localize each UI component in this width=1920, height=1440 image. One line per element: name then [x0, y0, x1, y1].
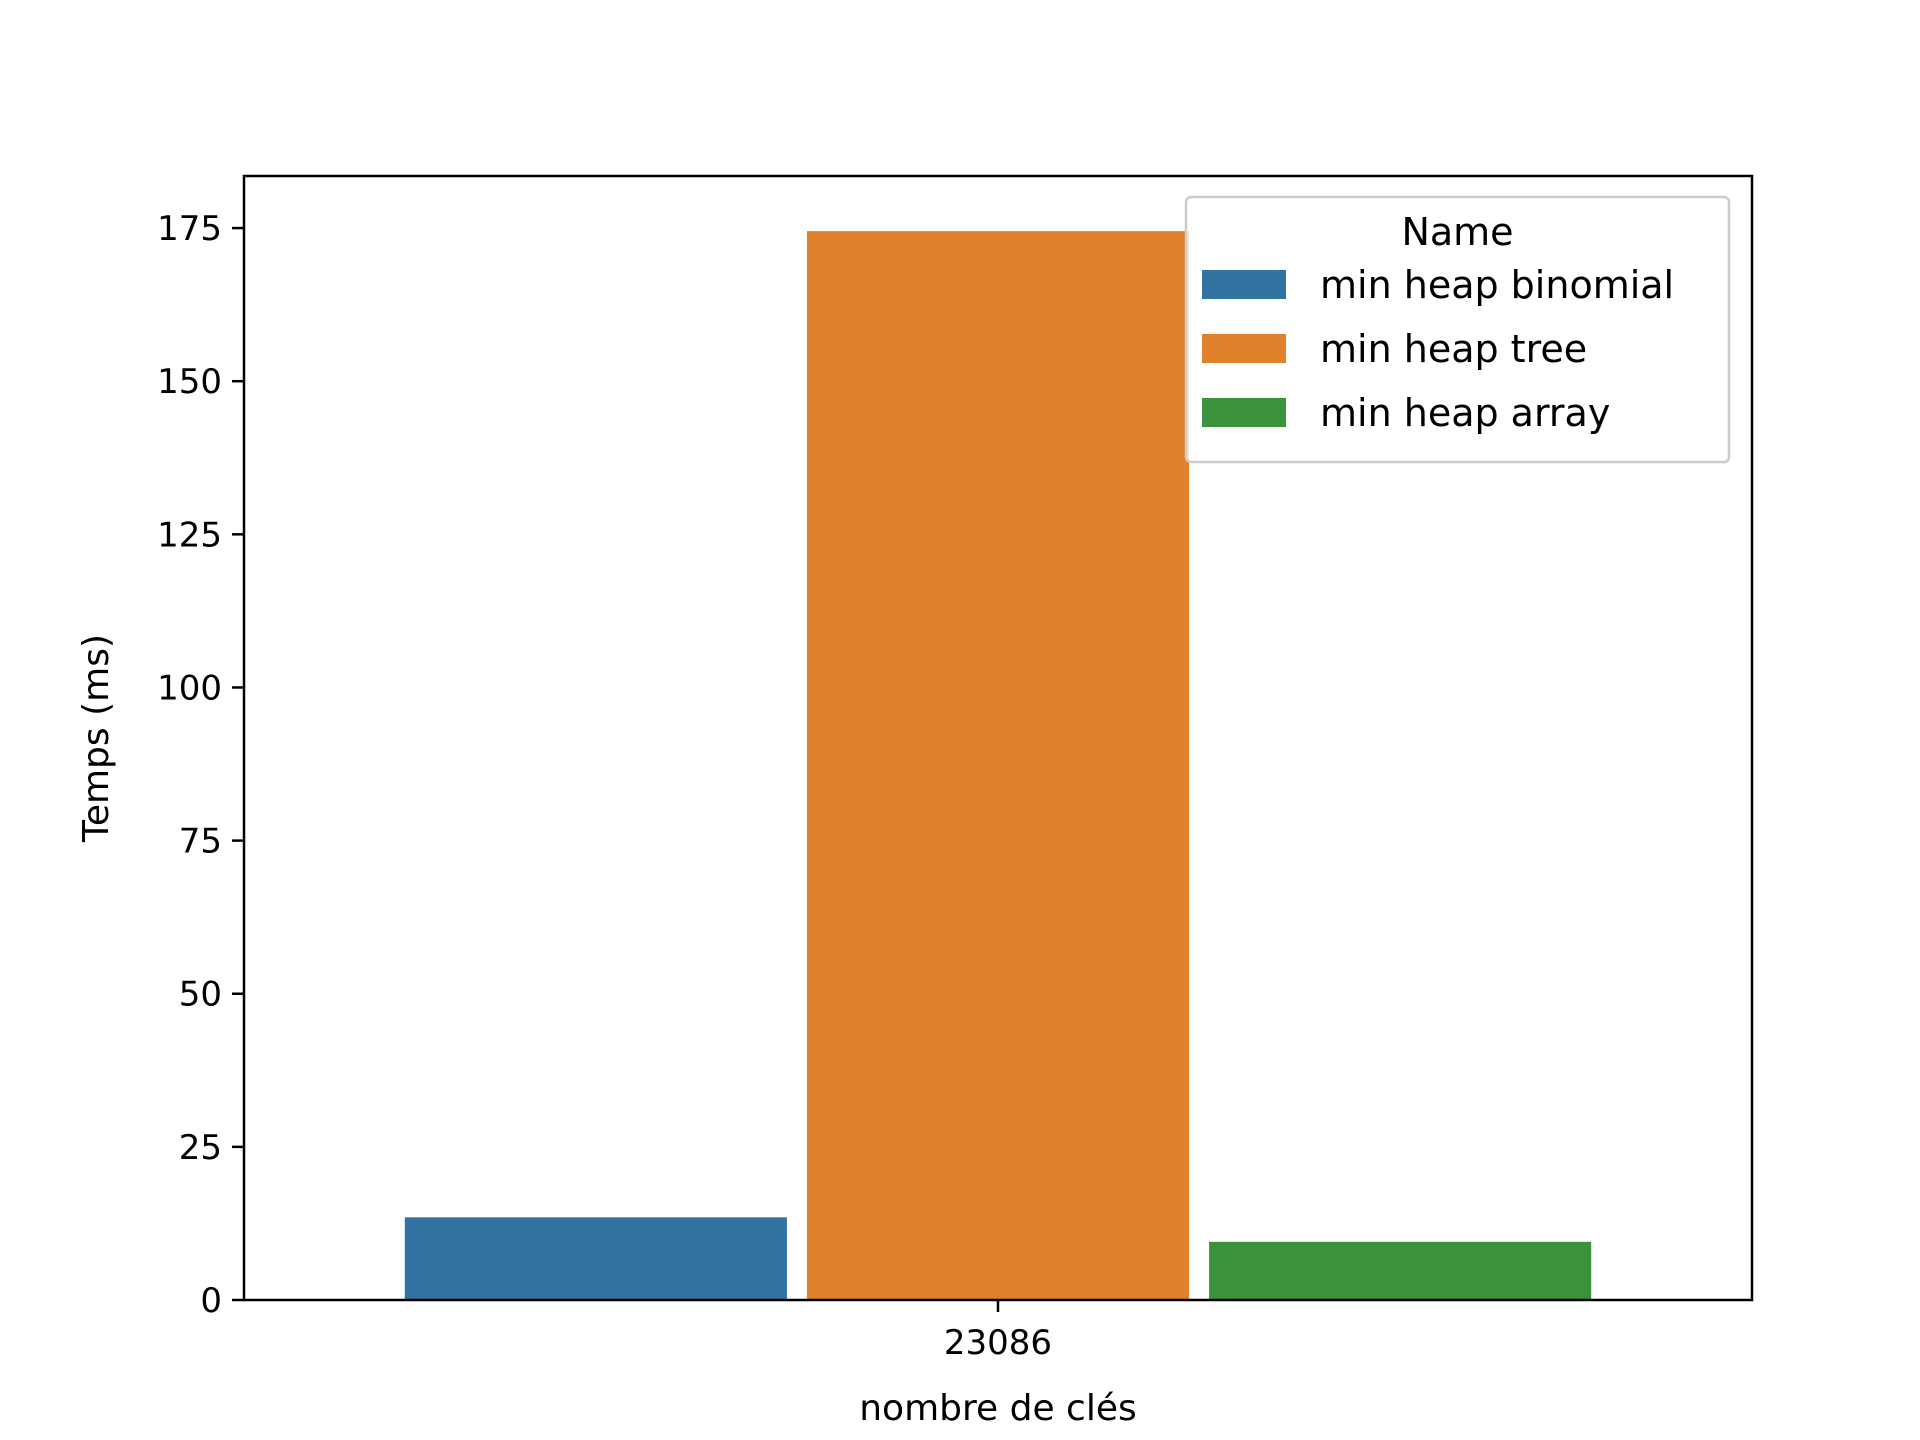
bars-layer [404, 231, 1592, 1301]
legend-swatch [1202, 398, 1286, 427]
legend-box [1184, 195, 1731, 464]
y-tick-label: 0 [200, 1281, 222, 1321]
legend-swatch [1202, 334, 1286, 363]
bar-min-heap-tree [806, 231, 1190, 1301]
y-tick-label: 75 [179, 822, 222, 862]
y-tick-label: 175 [157, 209, 222, 249]
bar-min-heap-array [1209, 1241, 1592, 1300]
y-axis: 0 25 50 75 100 125 150 175 [157, 209, 244, 1321]
y-tick-label: 50 [179, 975, 222, 1015]
y-tick-label: 125 [157, 515, 222, 555]
y-tick-label: 100 [157, 668, 222, 708]
bar-min-heap-binomial [404, 1217, 787, 1300]
x-tick-label: 23086 [944, 1323, 1052, 1363]
legend-entry-label: min heap binomial [1320, 263, 1674, 307]
x-axis: 23086 [944, 1300, 1052, 1363]
y-tick-label: 25 [179, 1128, 222, 1168]
y-axis-label: Temps (ms) [76, 634, 117, 843]
legend-entry-label: min heap array [1320, 391, 1610, 435]
legend-entry-label: min heap tree [1320, 327, 1587, 371]
y-tick-label: 150 [157, 362, 222, 402]
legend: Name min heap binomial min heap tree min h… [1184, 195, 1731, 464]
legend-swatch [1202, 270, 1286, 299]
legend-title: Name [1401, 210, 1513, 254]
x-axis-label: nombre de clés [859, 1388, 1137, 1429]
